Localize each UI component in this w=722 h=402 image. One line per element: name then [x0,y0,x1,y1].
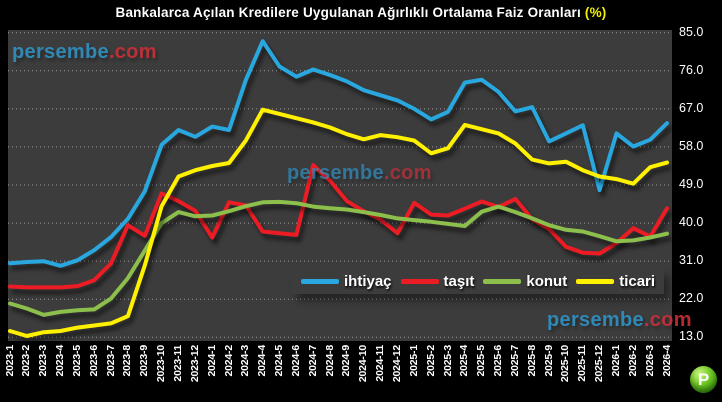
y-tick-label: 58.0 [679,138,704,153]
watermark-top-left: persembe.com [12,41,157,64]
x-tick-label: 2025-6 [492,345,505,377]
x-tick-label: 2024-12 [390,345,403,383]
legend-label: ihtiyaç [344,273,392,290]
legend-label: konut [526,273,568,290]
x-tick-label: 2023-4 [54,345,67,377]
x-tick-label: 2023-7 [104,345,117,377]
y-tick-label: 76.0 [679,62,704,77]
legend-label: taşıt [443,273,475,290]
x-tick-label: 2025-5 [475,345,488,377]
x-tick-label: 2026-2 [626,345,639,377]
persembe-logo-icon: P [690,366,717,393]
x-tick-label: 2023-2 [20,345,33,377]
x-tick-label: 2024-9 [340,345,353,377]
x-tick-label: 2024-3 [239,345,252,377]
x-tick-label: 2023-10 [155,345,168,383]
x-tick-label: 2024-7 [306,345,319,377]
chart-title-percent: (%) [580,5,607,20]
x-tick-label: 2023-9 [138,345,151,377]
y-tick-label: 40.0 [679,215,704,230]
watermark-tld: .com [383,162,432,184]
series-line-konut [8,199,669,317]
x-tick-label: 2025-11 [576,345,589,382]
x-tick-label: 2025-3 [441,345,454,377]
legend-item-konut: konut [483,273,567,290]
x-tick-label: 2025-7 [508,345,521,377]
x-tick-label: 2024-1 [205,345,218,377]
x-tick-label: 2023-1 [3,345,16,377]
x-tick-label: 2026-4 [660,345,673,377]
x-tick-label: 2024-8 [323,345,336,377]
legend-swatch-icon [301,279,339,284]
x-tick-label: 2025-12 [593,345,606,383]
y-tick-label: 49.0 [679,177,704,191]
y-tick-label: 31.0 [679,253,704,268]
x-tick-label: 2023-5 [70,345,83,377]
x-tick-label: 2023-12 [188,345,201,383]
x-tick-label: 2025-8 [525,345,538,377]
x-tick-label: 2026-1 [609,345,622,377]
watermark-name: persembe [12,41,109,63]
x-tick-label: 2025-9 [542,345,555,377]
watermark-name: persembe [287,162,384,184]
x-tick-label: 2024-11 [374,345,387,382]
watermark-tld: .com [643,309,692,331]
y-tick-label: 22.0 [679,291,704,306]
legend-item-ihtiyaç: ihtiyaç [301,273,392,290]
x-tick-label: 2025-4 [458,345,471,377]
x-tick-label: 2024-4 [256,345,269,377]
x-tick-label: 2024-6 [289,345,302,377]
watermark-center: persembe.com [287,162,432,185]
series-line-ticari [8,107,669,338]
watermark-bottom-right: persembe.com [547,309,692,332]
y-tick-label: 67.0 [679,100,704,115]
x-tick-label: 2023-8 [121,345,134,377]
chart-svg [8,32,672,338]
legend-swatch-icon [483,279,522,284]
x-tick-label: 2025-2 [424,345,437,377]
series-line-ihtiyaç [8,39,669,268]
legend-label: ticari [619,273,656,290]
legend-item-ticari: ticari [576,273,655,290]
chart-title: Bankalarca Açılan Kredilere Uygulanan Ağ… [0,5,722,20]
chart-title-text: Bankalarca Açılan Kredilere Uygulanan Ağ… [115,5,581,20]
x-tick-label: 2024-2 [222,345,235,377]
legend-item-taşıt: taşıt [400,273,475,290]
x-tick-label: 2023-6 [87,345,100,377]
chart-legend: ihtiyaç taşıt konut ticari [292,269,664,294]
y-tick-label: 13.0 [679,329,704,344]
series-line-taşıt [8,163,669,290]
logo-letter: P [697,369,710,389]
y-tick-label: 85.0 [679,24,704,39]
x-tick-label: 2023-3 [37,345,50,377]
x-tick-label: 2024-5 [273,345,286,377]
legend-swatch-icon [400,279,439,284]
x-tick-label: 2023-11 [171,345,184,382]
plot-area [8,30,672,341]
x-tick-label: 2025-1 [407,345,420,377]
watermark-name: persembe [547,309,644,331]
legend-swatch-icon [576,279,615,284]
x-tick-label: 2026-3 [643,345,656,377]
grid-lines [8,32,672,338]
series-lines [8,39,669,338]
x-tick-label: 2025-10 [559,345,572,383]
x-tick-label: 2024-10 [357,345,370,383]
watermark-tld: .com [108,41,157,63]
